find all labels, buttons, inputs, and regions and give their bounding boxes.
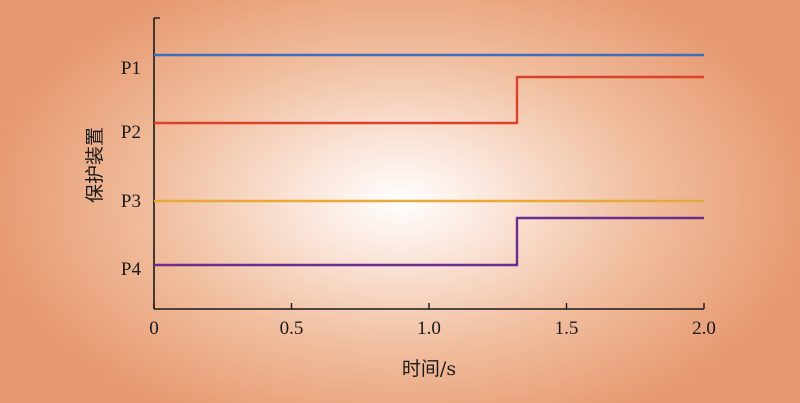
x-axis-title: 时间/s bbox=[402, 358, 456, 380]
series-line-p2 bbox=[154, 75, 704, 125]
x-tick-label: 1.5 bbox=[555, 318, 579, 339]
x-tick-label: 1.0 bbox=[417, 318, 441, 339]
series-line-p4 bbox=[154, 216, 704, 267]
y-tick-label-p3: P3 bbox=[121, 191, 141, 212]
x-tick-label: 0.5 bbox=[280, 318, 304, 339]
y-tick-label-p1: P1 bbox=[121, 58, 141, 79]
y-axis-title: 保护装置 bbox=[84, 127, 106, 203]
y-tick-label-p2: P2 bbox=[121, 122, 141, 143]
series-group bbox=[154, 53, 704, 267]
x-ticks: 0 0.5 1.0 1.5 2.0 bbox=[149, 303, 716, 339]
x-tick-label: 0 bbox=[149, 318, 159, 339]
x-tick-label: 2.0 bbox=[692, 318, 716, 339]
y-tick-label-p4: P4 bbox=[121, 259, 142, 280]
y-tick-labels: P1 P2 P3 P4 bbox=[121, 58, 142, 280]
